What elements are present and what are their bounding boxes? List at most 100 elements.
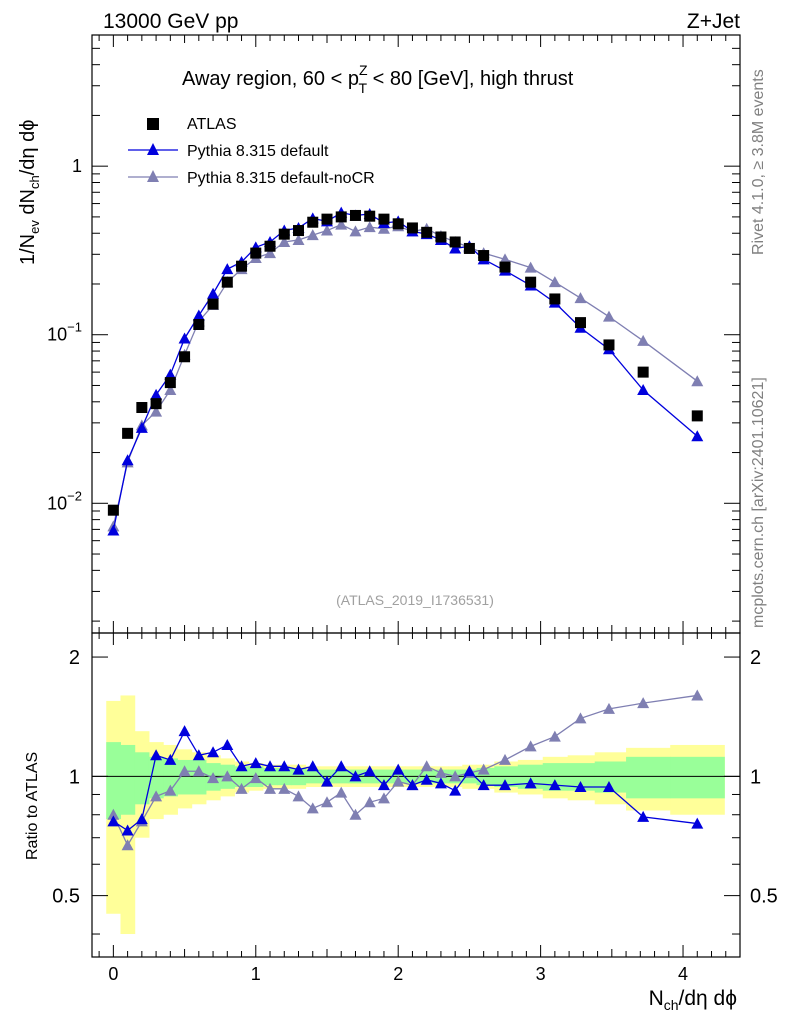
default-point bbox=[221, 263, 234, 275]
ratio-nocr-point bbox=[548, 730, 561, 742]
default-point bbox=[164, 368, 177, 380]
main-y-tick-label: 1 bbox=[72, 156, 82, 176]
nocr-point bbox=[164, 383, 177, 395]
ratio-nocr-point bbox=[363, 796, 376, 808]
ratio-default-point bbox=[349, 770, 362, 782]
ratio-default-point bbox=[178, 725, 191, 737]
nocr-point bbox=[349, 225, 362, 237]
main-y-label: 1/Nev dNch/dη dϕ bbox=[17, 120, 42, 265]
legend-label-atlas: ATLAS bbox=[187, 116, 237, 133]
ratio-y-tick-label-left: 2 bbox=[69, 647, 80, 669]
nocr-point bbox=[602, 310, 615, 322]
plot-title: Away region, 60 < pZ T < 80 [GeV], high t… bbox=[182, 62, 574, 96]
ratio-default-point bbox=[691, 817, 704, 829]
default-point bbox=[107, 524, 120, 536]
atlas-point bbox=[150, 398, 162, 410]
atlas-point bbox=[264, 240, 276, 252]
ratio-default-point bbox=[192, 749, 205, 761]
x-tick-label: 3 bbox=[536, 964, 546, 984]
nocr-point bbox=[524, 261, 537, 273]
ratio-default-point bbox=[363, 765, 376, 777]
atlas-point bbox=[193, 318, 205, 330]
ratio-default-point bbox=[420, 773, 433, 785]
main-y-tick-label: 10−1 bbox=[47, 320, 82, 345]
default-point bbox=[192, 309, 205, 321]
ratio-nocr-point bbox=[178, 765, 191, 777]
nocr-point bbox=[278, 235, 291, 247]
atlas-point bbox=[378, 213, 390, 225]
atlas-point bbox=[463, 242, 475, 254]
ratio-y-label: Ratio to ATLAS bbox=[24, 752, 41, 860]
legend-marker-default bbox=[147, 143, 159, 155]
atlas-point bbox=[107, 504, 119, 516]
ratio-default-line bbox=[113, 729, 698, 832]
ratio-y-tick-label-left: 1 bbox=[69, 766, 80, 788]
x-tick-label: 0 bbox=[108, 964, 118, 984]
ratio-default-point bbox=[207, 746, 220, 758]
ratio-default-point bbox=[406, 779, 419, 791]
ratio-default-point bbox=[392, 763, 405, 775]
ratio-default-point bbox=[221, 738, 234, 750]
ratio-nocr-point bbox=[264, 782, 277, 794]
ratio-nocr-point bbox=[164, 784, 177, 796]
ratio-default-point bbox=[335, 760, 348, 772]
atlas-point bbox=[293, 225, 305, 237]
ratio-nocr-point bbox=[420, 760, 433, 772]
ratio-nocr-line bbox=[112, 694, 698, 847]
atlas-point bbox=[392, 218, 404, 230]
default-point bbox=[178, 332, 191, 344]
atlas-point bbox=[250, 247, 262, 259]
analysis-id: (ATLAS_2019_I1736531) bbox=[336, 592, 494, 608]
x-tick-label: 4 bbox=[678, 964, 688, 984]
panel-frames bbox=[91, 34, 741, 958]
ratio-band-inner bbox=[670, 756, 725, 799]
ratio-band-inner bbox=[134, 752, 150, 805]
ratio-panel-frame bbox=[91, 632, 741, 958]
ratio-nocr-point bbox=[449, 770, 462, 782]
default-point bbox=[637, 383, 650, 395]
nocr-point bbox=[363, 221, 376, 233]
ratio-default-point bbox=[306, 760, 319, 772]
ratio-nocr-point bbox=[637, 697, 650, 709]
ratio-nocr-point bbox=[107, 808, 120, 820]
atlas-point bbox=[179, 351, 191, 363]
ratio-uncertainty-bands bbox=[106, 695, 725, 935]
atlas-point bbox=[499, 261, 511, 273]
rivet-label: Rivet 4.1.0, ≥ 3.8M events bbox=[750, 69, 767, 255]
ratio-nocr-point bbox=[249, 772, 262, 784]
ratio-default-point bbox=[107, 815, 120, 827]
nocr-point bbox=[335, 218, 348, 230]
ratio-y-tick-label-right: 1 bbox=[750, 766, 761, 788]
legend-label-default: Pythia 8.315 default bbox=[187, 143, 329, 160]
atlas-point bbox=[435, 231, 447, 243]
ratio-nocr-point bbox=[320, 796, 333, 808]
nocr-line bbox=[112, 223, 698, 527]
ratio-default-point bbox=[235, 760, 248, 772]
ratio-band-inner bbox=[626, 756, 671, 799]
ratio-default-point bbox=[548, 779, 561, 791]
legend: ATLAS Pythia 8.315 default Pythia 8.315 … bbox=[128, 116, 375, 187]
ratio-nocr-point bbox=[221, 770, 234, 782]
ratio-nocr-point bbox=[278, 782, 291, 794]
ratio-default-point bbox=[292, 763, 305, 775]
atlas-point bbox=[603, 339, 615, 351]
ratio-nocr-point bbox=[235, 782, 248, 794]
atlas-point bbox=[164, 377, 176, 389]
ratio-default-point bbox=[449, 784, 462, 796]
nocr-point bbox=[377, 222, 390, 234]
ratio-nocr-point bbox=[207, 772, 220, 784]
ratio-band-inner bbox=[191, 759, 207, 795]
atlas-point bbox=[321, 213, 333, 225]
legend-marker-atlas bbox=[147, 118, 159, 130]
ratio-default-point bbox=[320, 775, 333, 787]
ratio-default-point bbox=[164, 753, 177, 765]
ratio-default-point bbox=[278, 760, 291, 772]
nocr-point bbox=[320, 224, 333, 236]
x-tick-label: 1 bbox=[251, 964, 261, 984]
atlas-point bbox=[691, 410, 703, 422]
nocr-point bbox=[548, 276, 561, 288]
ratio-nocr-point bbox=[349, 808, 362, 820]
atlas-point bbox=[364, 210, 376, 222]
ratio-default-point bbox=[637, 810, 650, 822]
